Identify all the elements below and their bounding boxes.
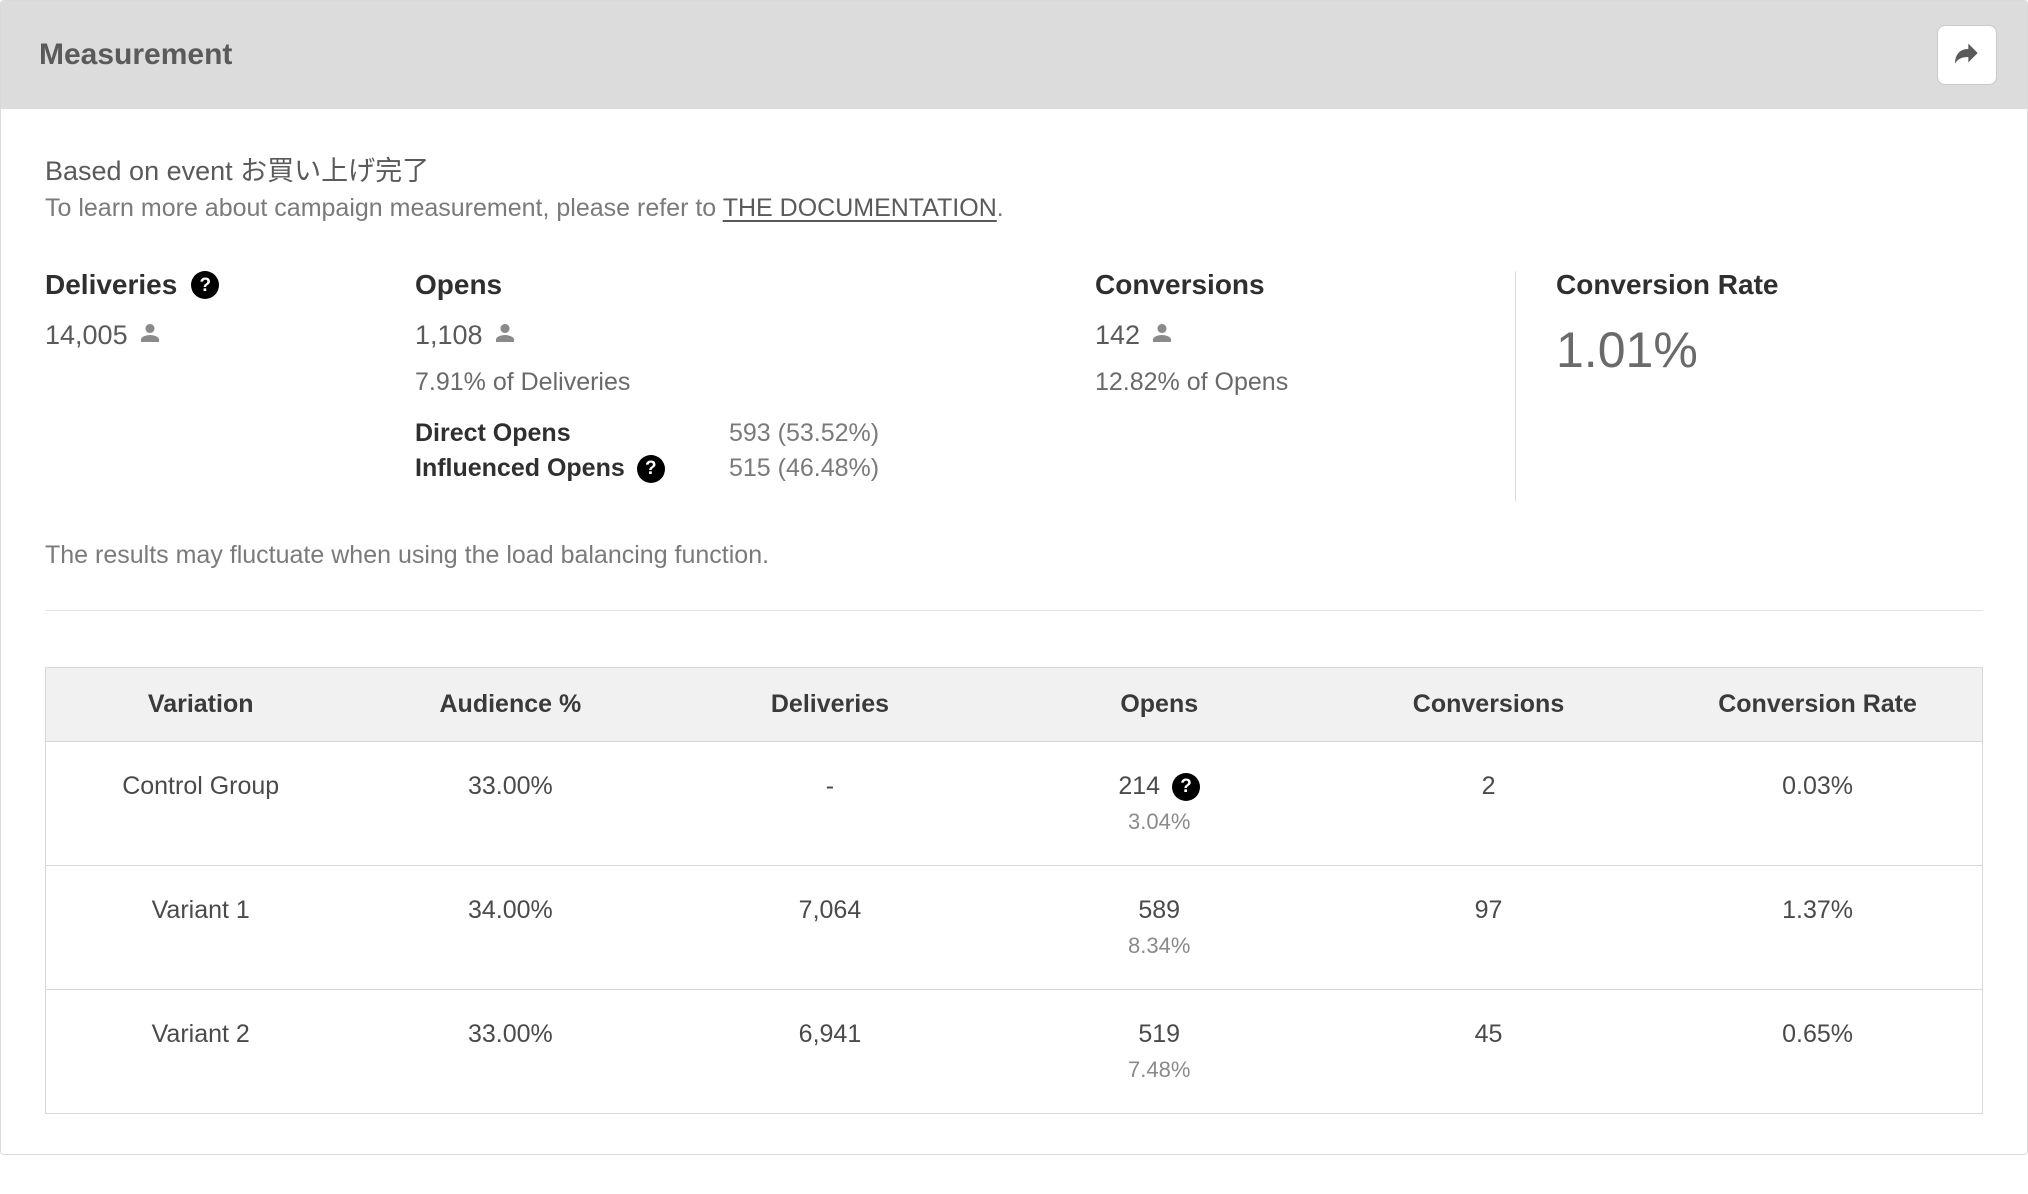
direct-opens-label: Direct Opens bbox=[415, 419, 715, 448]
table-row: Variant 233.00%6,941 519 7.48% 450.65% bbox=[46, 990, 1983, 1114]
fluctuation-note: The results may fluctuate when using the… bbox=[45, 541, 1983, 570]
cell-opens: 214? 3.04% bbox=[995, 742, 1324, 866]
opens-cell-percent: 7.48% bbox=[1005, 1057, 1314, 1083]
share-icon bbox=[1951, 37, 1983, 74]
documentation-link[interactable]: THE DOCUMENTATION bbox=[723, 194, 997, 222]
variation-table: VariationAudience %DeliveriesOpensConver… bbox=[45, 667, 1983, 1114]
conversion-rate-value: 1.01% bbox=[1556, 321, 1963, 379]
cell-opens: 589 8.34% bbox=[995, 866, 1324, 990]
metric-deliveries: Deliveries ? 14,005 bbox=[45, 271, 415, 368]
person-icon bbox=[138, 321, 162, 350]
table-column-header: Variation bbox=[46, 668, 356, 742]
cell-conversion-rate: 1.37% bbox=[1653, 866, 1982, 990]
cell-variation: Variant 1 bbox=[46, 866, 356, 990]
influenced-opens-value: 515 (46.48%) bbox=[729, 454, 879, 483]
opens-cell-value: 519 bbox=[1138, 1020, 1180, 1049]
person-icon bbox=[1150, 321, 1174, 350]
help-icon[interactable]: ? bbox=[191, 271, 219, 299]
metric-label: Conversions bbox=[1095, 271, 1265, 299]
opens-direct-row: Direct Opens 593 (53.52%) bbox=[415, 419, 1075, 448]
opens-cell-main: 589 bbox=[1138, 896, 1180, 925]
metric-sub-opens: 7.91% of Deliveries bbox=[415, 368, 1075, 397]
table-header: VariationAudience %DeliveriesOpensConver… bbox=[46, 668, 1983, 742]
metric-conversion-rate: Conversion Rate 1.01% bbox=[1515, 271, 1983, 501]
intro-event-name: お買い上げ完了 bbox=[240, 156, 429, 186]
value-text: 142 bbox=[1095, 322, 1140, 349]
cell-variation: Control Group bbox=[46, 742, 356, 866]
influenced-opens-label: Influenced Opens ? bbox=[415, 454, 715, 483]
metric-title-opens: Opens bbox=[415, 271, 1075, 299]
cell-conversion-rate: 0.03% bbox=[1653, 742, 1982, 866]
cell-conversions: 2 bbox=[1324, 742, 1653, 866]
metric-sub-conversions: 12.82% of Opens bbox=[1095, 368, 1495, 397]
direct-opens-value: 593 (53.52%) bbox=[729, 419, 879, 448]
table-column-header: Audience % bbox=[355, 668, 665, 742]
table-body: Control Group33.00%-214?3.04%20.03%Varia… bbox=[46, 742, 1983, 1114]
panel-body: Based on event お買い上げ完了 To learn more abo… bbox=[1, 109, 2027, 1154]
opens-cell-value: 589 bbox=[1138, 896, 1180, 925]
opens-cell-main: 519 bbox=[1138, 1020, 1180, 1049]
cell-variation: Variant 2 bbox=[46, 990, 356, 1114]
intro-prefix: Based on event bbox=[45, 156, 240, 186]
opens-breakdown: Direct Opens 593 (53.52%) Influenced Ope… bbox=[415, 419, 1075, 483]
panel-header: Measurement bbox=[1, 1, 2027, 109]
metric-value-deliveries: 14,005 bbox=[45, 321, 395, 350]
metric-title-conversions: Conversions bbox=[1095, 271, 1495, 299]
metric-label: Opens bbox=[415, 271, 502, 299]
cell-conversion-rate: 0.65% bbox=[1653, 990, 1982, 1114]
separator bbox=[45, 610, 1983, 611]
cell-conversions: 45 bbox=[1324, 990, 1653, 1114]
opens-cell-percent: 3.04% bbox=[1005, 809, 1314, 835]
cell-opens: 519 7.48% bbox=[995, 990, 1324, 1114]
help-icon[interactable]: ? bbox=[1172, 773, 1200, 801]
intro-event-line: Based on event お買い上げ完了 bbox=[45, 149, 1983, 188]
metric-conversions: Conversions 142 12.82% of Opens bbox=[1095, 271, 1515, 411]
metric-label: Conversion Rate bbox=[1556, 271, 1779, 299]
intro-doc-line: To learn more about campaign measurement… bbox=[45, 194, 1983, 223]
cell-deliveries: - bbox=[665, 742, 994, 866]
share-button[interactable] bbox=[1937, 25, 1997, 85]
measurement-panel: Measurement Based on event お買い上げ完了 To le… bbox=[0, 0, 2028, 1155]
opens-cell-percent: 8.34% bbox=[1005, 933, 1314, 959]
opens-influenced-row: Influenced Opens ? 515 (46.48%) bbox=[415, 454, 1075, 483]
cell-audience: 33.00% bbox=[355, 742, 665, 866]
intro-doc-prefix: To learn more about campaign measurement… bbox=[45, 194, 723, 222]
cell-deliveries: 6,941 bbox=[665, 990, 994, 1114]
metric-title-convrate: Conversion Rate bbox=[1556, 271, 1963, 299]
table-row: Variant 134.00%7,064 589 8.34% 971.37% bbox=[46, 866, 1983, 990]
table-column-header: Deliveries bbox=[665, 668, 994, 742]
table-column-header: Conversions bbox=[1324, 668, 1653, 742]
value-text: 14,005 bbox=[45, 322, 128, 349]
table-column-header: Conversion Rate bbox=[1653, 668, 1982, 742]
panel-title: Measurement bbox=[39, 38, 232, 72]
metric-opens: Opens 1,108 7.91% of Deliveries Direct O… bbox=[415, 271, 1095, 489]
cell-audience: 33.00% bbox=[355, 990, 665, 1114]
cell-conversions: 97 bbox=[1324, 866, 1653, 990]
metric-value-conversions: 142 bbox=[1095, 321, 1495, 350]
opens-cell-main: 214? bbox=[1118, 772, 1200, 801]
intro-doc-suffix: . bbox=[997, 194, 1004, 222]
metrics-row: Deliveries ? 14,005 Opens 1,108 bbox=[45, 271, 1983, 501]
metric-label: Deliveries bbox=[45, 271, 177, 299]
opens-cell-value: 214 bbox=[1118, 772, 1160, 801]
metric-title-deliveries: Deliveries ? bbox=[45, 271, 395, 299]
person-icon bbox=[493, 321, 517, 350]
help-icon[interactable]: ? bbox=[637, 455, 665, 483]
table-column-header: Opens bbox=[995, 668, 1324, 742]
value-text: 1,108 bbox=[415, 322, 483, 349]
cell-audience: 34.00% bbox=[355, 866, 665, 990]
cell-deliveries: 7,064 bbox=[665, 866, 994, 990]
metric-value-opens: 1,108 bbox=[415, 321, 1075, 350]
table-row: Control Group33.00%- 214? 3.04% 20.03% bbox=[46, 742, 1983, 866]
